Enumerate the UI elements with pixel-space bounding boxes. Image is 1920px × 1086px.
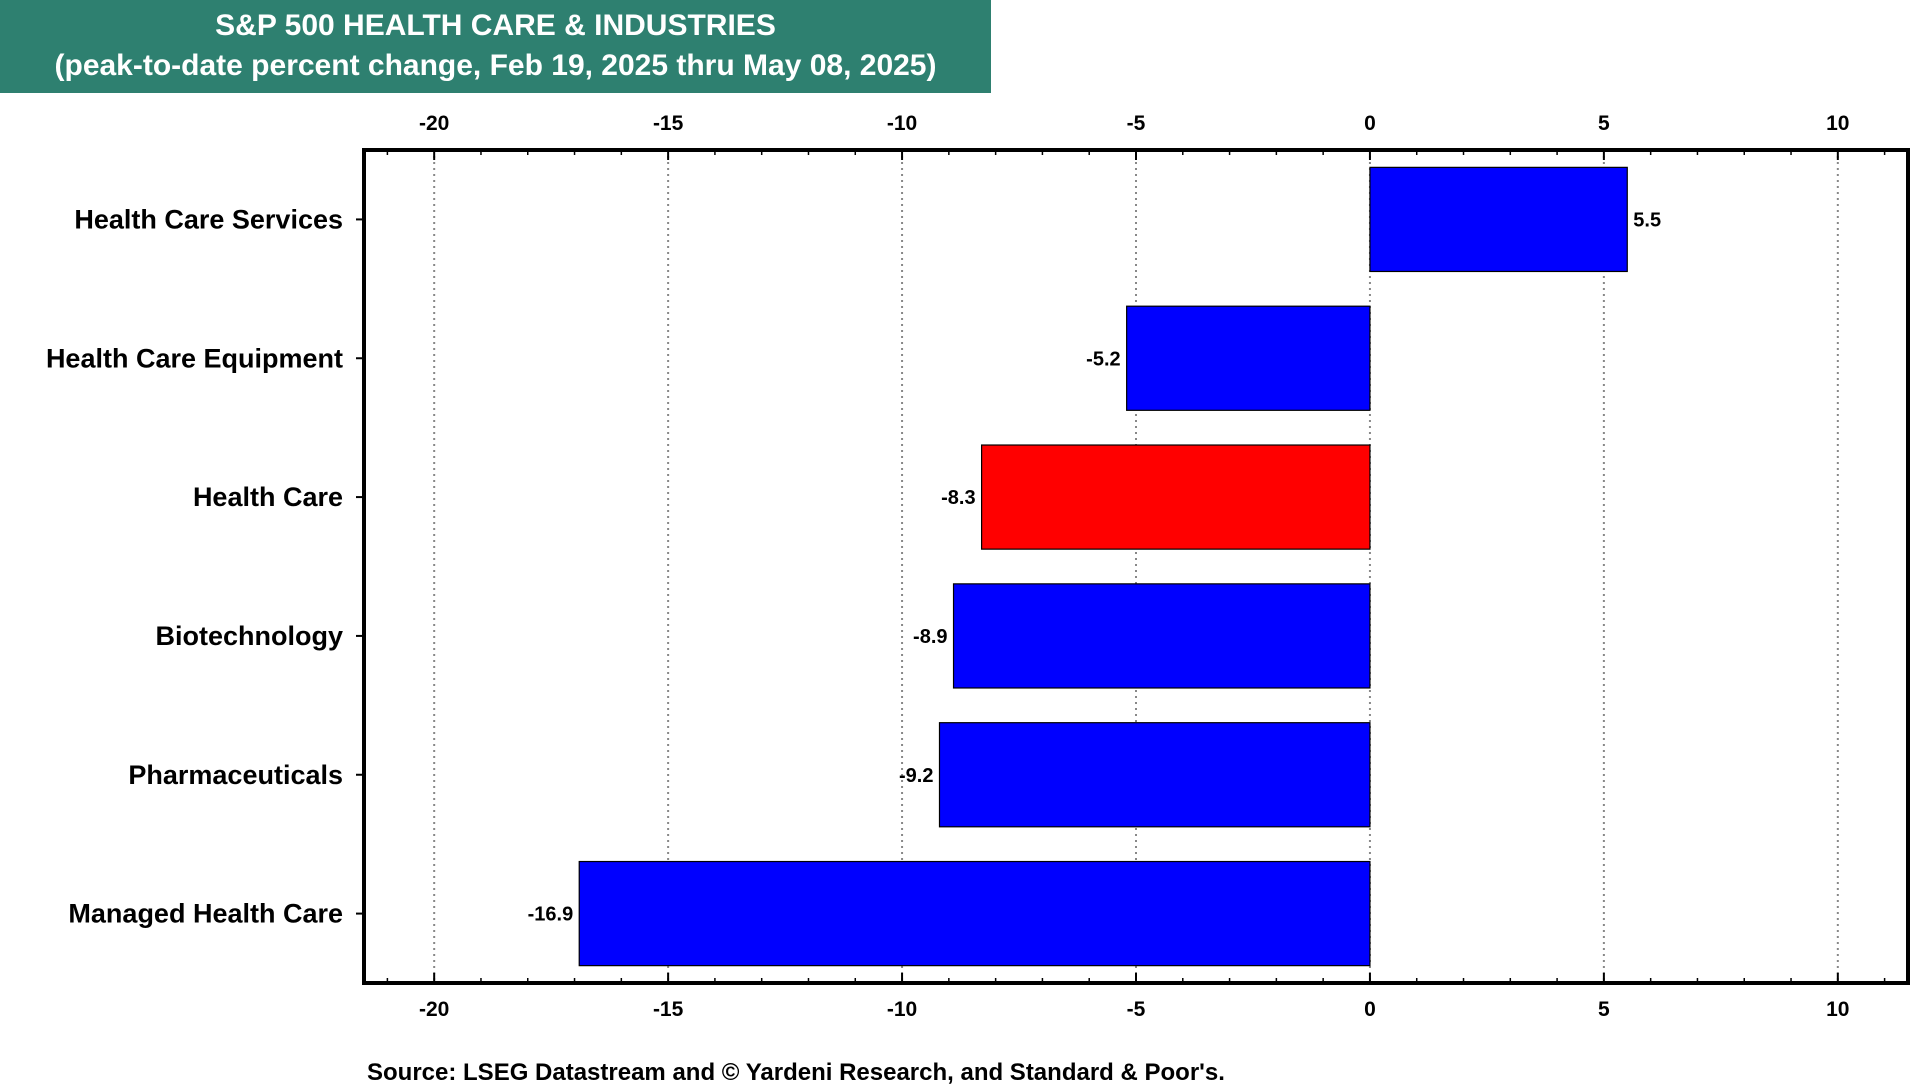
x-tick-label-top: -15: [653, 112, 684, 135]
bar: [1369, 166, 1628, 273]
x-tick-label-top: -20: [419, 112, 449, 135]
category-label: Pharmaceuticals: [128, 760, 343, 790]
source-note: Source: LSEG Datastream and © Yardeni Re…: [367, 1059, 1225, 1086]
data-label: -5.2: [1086, 348, 1120, 370]
category-label: Health Care: [193, 482, 343, 512]
axis-ticks: [356, 150, 1886, 983]
data-label: -8.9: [913, 626, 947, 648]
chart-subtitle: (peak-to-date percent change, Feb 19, 20…: [54, 49, 937, 82]
data-label: -9.2: [899, 765, 933, 787]
axis-labels: -20 -20 -15 -15 -10 -10 -5 -5 0 0 5 5 10 10 Health Car…: [46, 112, 1850, 1021]
x-tick-label-top: 0: [1364, 112, 1376, 135]
x-tick-label-bottom: -20: [419, 998, 449, 1021]
gridlines: [433, 150, 1839, 983]
x-tick-label-bottom: -5: [1127, 998, 1146, 1021]
x-tick-label-top: -10: [887, 112, 917, 135]
category-label: Managed Health Care: [68, 899, 343, 929]
x-tick-label-top: -5: [1127, 112, 1146, 135]
bar: [938, 722, 1371, 828]
x-tick-label-bottom: -15: [653, 998, 684, 1021]
chart-title-box: S&P 500 HEALTH CARE & INDUSTRIES (peak-t…: [0, 0, 991, 93]
x-tick-label-bottom: 5: [1598, 998, 1610, 1021]
bar: [1126, 305, 1371, 411]
bar: [980, 444, 1371, 550]
data-label: 5.5: [1633, 209, 1661, 231]
bar: [952, 583, 1371, 689]
bars: [578, 166, 1628, 967]
chart-title: S&P 500 HEALTH CARE & INDUSTRIES: [215, 9, 776, 42]
category-label: Health Care Services: [74, 204, 343, 234]
data-label: -16.9: [528, 904, 574, 926]
x-tick-label-top: 10: [1826, 112, 1849, 135]
x-tick-label-bottom: 10: [1826, 998, 1849, 1021]
category-label: Health Care Equipment: [46, 343, 343, 373]
x-tick-label-top: 5: [1598, 112, 1610, 135]
x-tick-label-bottom: 0: [1364, 998, 1376, 1021]
data-label: -8.3: [941, 487, 975, 509]
bar: [578, 860, 1371, 967]
x-tick-label-bottom: -10: [887, 998, 917, 1021]
category-label: Biotechnology: [156, 621, 344, 651]
